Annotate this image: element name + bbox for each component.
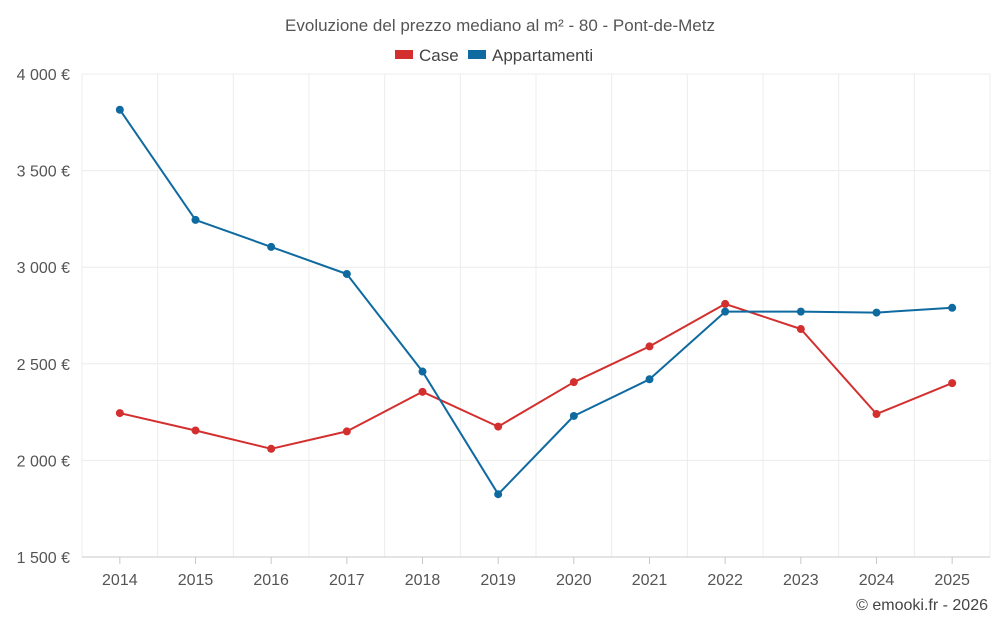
data-point-case-2019[interactable] [494, 422, 503, 431]
x-tick-label: 2021 [632, 572, 668, 589]
credit-text: © emooki.fr - 2026 [856, 597, 988, 614]
series-case [115, 299, 957, 453]
y-tick-label: 4 000 € [17, 67, 70, 84]
legend-item-appartamenti[interactable]: Appartamenti [468, 46, 593, 65]
data-point-appartamenti-2016[interactable] [267, 242, 276, 251]
data-point-case-2015[interactable] [191, 426, 200, 435]
data-point-case-2016[interactable] [267, 444, 276, 453]
y-tick-label: 3 000 € [17, 260, 70, 277]
x-tick-label: 2015 [178, 572, 214, 589]
data-point-case-2020[interactable] [569, 378, 578, 387]
series [115, 105, 957, 499]
series-appartamenti [115, 105, 957, 499]
x-tick-label: 2020 [556, 572, 592, 589]
x-tick-label: 2019 [480, 572, 516, 589]
data-point-case-2022[interactable] [721, 299, 730, 308]
data-point-appartamenti-2018[interactable] [418, 367, 427, 376]
data-point-appartamenti-2015[interactable] [191, 215, 200, 224]
y-tick-label: 1 500 € [17, 550, 70, 567]
legend-swatch-case [395, 50, 413, 59]
data-point-case-2024[interactable] [872, 410, 881, 419]
data-point-case-2018[interactable] [418, 387, 427, 396]
data-point-case-2014[interactable] [115, 409, 124, 418]
data-point-appartamenti-2023[interactable] [796, 307, 805, 316]
legend-label-case: Case [419, 46, 459, 65]
x-tick-label: 2025 [934, 572, 970, 589]
data-point-appartamenti-2017[interactable] [342, 269, 351, 278]
legend-label-appartamenti: Appartamenti [492, 46, 593, 65]
x-tick-label: 2022 [707, 572, 743, 589]
data-point-appartamenti-2022[interactable] [721, 307, 730, 316]
data-point-case-2021[interactable] [645, 342, 654, 351]
y-tick-label: 3 500 € [17, 164, 70, 181]
data-point-appartamenti-2019[interactable] [494, 490, 503, 499]
legend-item-case[interactable]: Case [395, 46, 459, 65]
axes: 1 500 € 2 000 € 2 500 € 3 000 € 3 500 € 4 000… [17, 67, 990, 589]
data-point-case-2023[interactable] [796, 325, 805, 334]
data-point-appartamenti-2025[interactable] [948, 303, 957, 312]
data-point-appartamenti-2014[interactable] [115, 105, 124, 114]
x-tick-label: 2024 [859, 572, 895, 589]
data-point-appartamenti-2024[interactable] [872, 308, 881, 317]
data-point-case-2017[interactable] [342, 427, 351, 436]
y-tick-label: 2 500 € [17, 357, 70, 374]
data-point-appartamenti-2021[interactable] [645, 375, 654, 384]
legend: Case Appartamenti [395, 46, 593, 65]
series-line-appartamenti [118, 109, 953, 496]
legend-swatch-appartamenti [468, 50, 486, 59]
chart-title: Evoluzione del prezzo mediano al m² - 80… [285, 16, 715, 35]
x-tick-label: 2018 [405, 572, 441, 589]
x-tick-label: 2016 [253, 572, 289, 589]
x-tick-label: 2014 [102, 572, 138, 589]
x-tick-label: 2023 [783, 572, 819, 589]
data-point-appartamenti-2020[interactable] [569, 411, 578, 420]
x-tick-label: 2017 [329, 572, 365, 589]
gridlines [81, 73, 991, 557]
data-point-case-2025[interactable] [948, 379, 957, 388]
series-line-case [119, 302, 953, 450]
y-tick-label: 2 000 € [17, 453, 70, 470]
